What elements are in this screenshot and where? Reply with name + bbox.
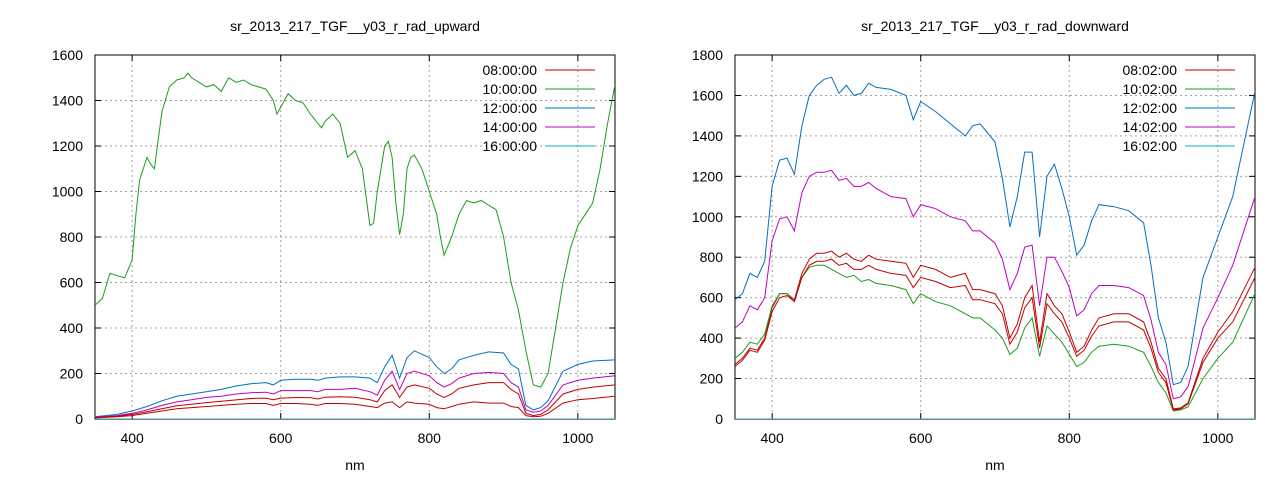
y-tick-label: 1000 bbox=[692, 209, 723, 225]
series-group bbox=[735, 76, 1255, 419]
x-tick-label: 1000 bbox=[562, 430, 593, 446]
y-tick-label: 600 bbox=[700, 290, 724, 306]
series-line-2 bbox=[95, 72, 615, 388]
chart-2: sr_2013_217_TGF__y03_r_rad_downward 0 200 4… bbox=[692, 18, 1256, 473]
y-tick-label: 1000 bbox=[52, 184, 83, 200]
legend-label: 08:02:00 bbox=[1123, 62, 1178, 78]
chart-1: sr_2013_217_TGF__y03_r_rad_upward 0 200 400… bbox=[52, 18, 616, 473]
x-tick-label: 800 bbox=[1058, 430, 1082, 446]
y-tick-label: 400 bbox=[60, 320, 84, 336]
x-tick-label: 400 bbox=[760, 430, 784, 446]
x-tick-label: 600 bbox=[909, 430, 933, 446]
x-tick-label: 600 bbox=[269, 430, 293, 446]
y-tick-label: 1600 bbox=[52, 47, 83, 63]
legend-label: 12:02:00 bbox=[1123, 100, 1178, 116]
plot-frame bbox=[734, 54, 1256, 420]
series-line-6 bbox=[735, 258, 1255, 411]
legend-label: 10:00:00 bbox=[483, 81, 538, 97]
x-axis-label: nm bbox=[345, 457, 364, 473]
legend-label: 14:02:00 bbox=[1123, 119, 1178, 135]
y-tick-label: 0 bbox=[715, 411, 723, 427]
chart-title: sr_2013_217_TGF__y03_r_rad_downward bbox=[861, 18, 1129, 34]
x-axis-label: nm bbox=[985, 457, 1004, 473]
legend-label: 16:02:00 bbox=[1123, 138, 1178, 154]
x-tick-label: 800 bbox=[418, 430, 442, 446]
legend-label: 16:00:00 bbox=[483, 138, 538, 154]
y-tick-label: 1200 bbox=[692, 168, 723, 184]
y-tick-label: 800 bbox=[60, 229, 84, 245]
y-tick-label: 600 bbox=[60, 275, 84, 291]
y-tick-label: 200 bbox=[700, 371, 724, 387]
series-line-1 bbox=[95, 395, 615, 419]
series-line-3 bbox=[735, 76, 1255, 386]
series-group bbox=[95, 72, 615, 419]
series-line-4 bbox=[95, 370, 615, 418]
series-line-1 bbox=[735, 250, 1255, 410]
y-tick-label: 1600 bbox=[692, 87, 723, 103]
y-tick-label: 1400 bbox=[692, 128, 723, 144]
series-line-6 bbox=[95, 382, 615, 419]
legend-label: 14:00:00 bbox=[483, 119, 538, 135]
y-tick-label: 0 bbox=[75, 411, 83, 427]
y-tick-label: 400 bbox=[700, 330, 724, 346]
y-tick-label: 200 bbox=[60, 366, 84, 382]
legend-label: 12:00:00 bbox=[483, 100, 538, 116]
series-line-3 bbox=[95, 350, 615, 418]
y-tick-label: 1800 bbox=[692, 47, 723, 63]
y-tick-label: 1400 bbox=[52, 93, 83, 109]
y-tick-label: 800 bbox=[700, 249, 724, 265]
legend-label: 10:02:00 bbox=[1123, 81, 1178, 97]
chart-title: sr_2013_217_TGF__y03_r_rad_upward bbox=[230, 18, 480, 34]
x-tick-label: 400 bbox=[120, 430, 144, 446]
x-tick-label: 1000 bbox=[1202, 430, 1233, 446]
series-line-4 bbox=[735, 169, 1255, 400]
legend-label: 08:00:00 bbox=[483, 62, 538, 78]
y-tick-label: 1200 bbox=[52, 138, 83, 154]
